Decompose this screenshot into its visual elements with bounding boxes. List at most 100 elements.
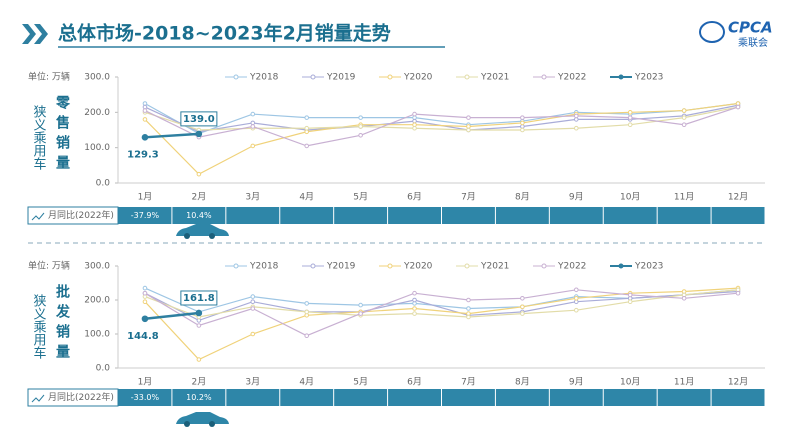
point	[250, 331, 256, 337]
x-tick-label: 6月	[407, 192, 422, 203]
x-tick-label: 5月	[353, 192, 368, 203]
series-line	[144, 311, 200, 321]
x-tick-label: 5月	[353, 377, 368, 388]
x-tick-label: 8月	[515, 192, 530, 203]
point	[520, 120, 525, 126]
data-label-box	[180, 111, 218, 127]
x-tick-label: 9月	[569, 377, 584, 388]
x-tick-label: 7月	[461, 377, 476, 388]
point	[573, 296, 579, 301]
point	[520, 115, 525, 120]
data-label: 129.3	[127, 149, 159, 160]
point	[250, 124, 256, 129]
logo-mark	[699, 21, 725, 43]
yoy-value: -37.9%	[131, 211, 160, 220]
legend-label: Y2018	[249, 262, 279, 272]
point	[627, 299, 633, 305]
point	[520, 127, 525, 133]
x-tick-label: 2月	[192, 192, 207, 203]
y-tick-label: 300.0	[84, 73, 110, 83]
point	[142, 117, 148, 122]
logo-subtext: 乘联会	[738, 36, 768, 49]
point	[627, 110, 633, 115]
point	[520, 304, 525, 310]
point	[466, 314, 471, 320]
y-tick-label: 200.0	[84, 296, 110, 306]
x-tick-label: 12月	[728, 192, 748, 203]
point	[681, 296, 687, 301]
y-tick-label: 0.0	[96, 364, 111, 374]
yoy-icon	[31, 212, 45, 221]
legend-label: Y2019	[326, 262, 356, 272]
x-tick-label: 6月	[407, 377, 422, 388]
yoy-cell	[226, 389, 280, 406]
yoy-label: 月同比(2022年)	[48, 391, 114, 403]
x-tick-label: 4月	[299, 192, 314, 203]
x-tick-label: 4月	[299, 377, 314, 388]
chevron-icon	[22, 24, 48, 44]
legend-marker	[541, 263, 547, 269]
series-line	[144, 102, 739, 175]
legend-label: Y2023	[634, 73, 663, 83]
yoy-cell	[549, 389, 603, 406]
series-line	[144, 289, 739, 318]
car-wheel	[184, 233, 190, 239]
y-tick-label: 300.0	[84, 262, 110, 272]
point	[573, 287, 579, 293]
legend-marker	[387, 74, 393, 80]
point	[250, 306, 256, 311]
series-line	[144, 287, 739, 361]
legend-label: Y2018	[249, 73, 279, 83]
yoy-value: 10.4%	[186, 211, 212, 220]
yoy-label-cell	[27, 388, 119, 407]
legend-marker	[233, 263, 239, 269]
yoy-label-cell	[27, 206, 119, 225]
yoy-cell	[280, 389, 334, 406]
yoy-cell	[334, 389, 388, 406]
yoy-cell	[388, 389, 441, 406]
x-tick-label: 1月	[138, 377, 153, 388]
point	[466, 306, 471, 311]
point	[627, 292, 633, 298]
y-tick-label: 0.0	[96, 179, 111, 189]
point	[195, 309, 203, 317]
yoy-cell	[603, 207, 657, 224]
x-tick-label: 10月	[620, 377, 640, 388]
legend-marker	[310, 263, 316, 269]
logo-text: CPCA	[728, 19, 773, 37]
x-tick-label: 3月	[245, 192, 260, 203]
point	[141, 134, 149, 141]
yoy-cell	[657, 207, 711, 224]
series-line	[144, 132, 199, 139]
legend-label: Y2022	[557, 73, 586, 83]
point	[141, 315, 149, 323]
x-tick-label: 11月	[674, 192, 694, 203]
point	[196, 171, 202, 177]
legend-marker	[464, 74, 470, 80]
car-wheel	[184, 421, 190, 427]
point	[304, 301, 310, 306]
unit-label: 单位: 万辆	[28, 71, 70, 83]
x-tick-label: 9月	[569, 192, 584, 203]
y-tick-label: 100.0	[84, 330, 110, 340]
yoy-cell	[118, 207, 172, 224]
point	[466, 115, 471, 120]
point	[412, 311, 417, 316]
slide-title: 总体市场-2018~2023年2月销量走势	[58, 22, 391, 45]
data-label: 144.8	[127, 331, 159, 342]
legend-marker	[387, 263, 393, 269]
group-label: 狭义乘用车	[31, 294, 47, 359]
x-tick-label: 11月	[674, 377, 694, 388]
point	[412, 111, 417, 117]
yoy-cell	[442, 207, 495, 224]
unit-label: 单位: 万辆	[28, 260, 70, 272]
legend-label: Y2022	[557, 262, 586, 272]
legend-label: Y2019	[326, 73, 356, 83]
legend-marker	[464, 263, 470, 269]
yoy-cell	[172, 389, 226, 406]
point	[681, 115, 687, 120]
point	[412, 297, 417, 303]
point	[195, 130, 203, 138]
